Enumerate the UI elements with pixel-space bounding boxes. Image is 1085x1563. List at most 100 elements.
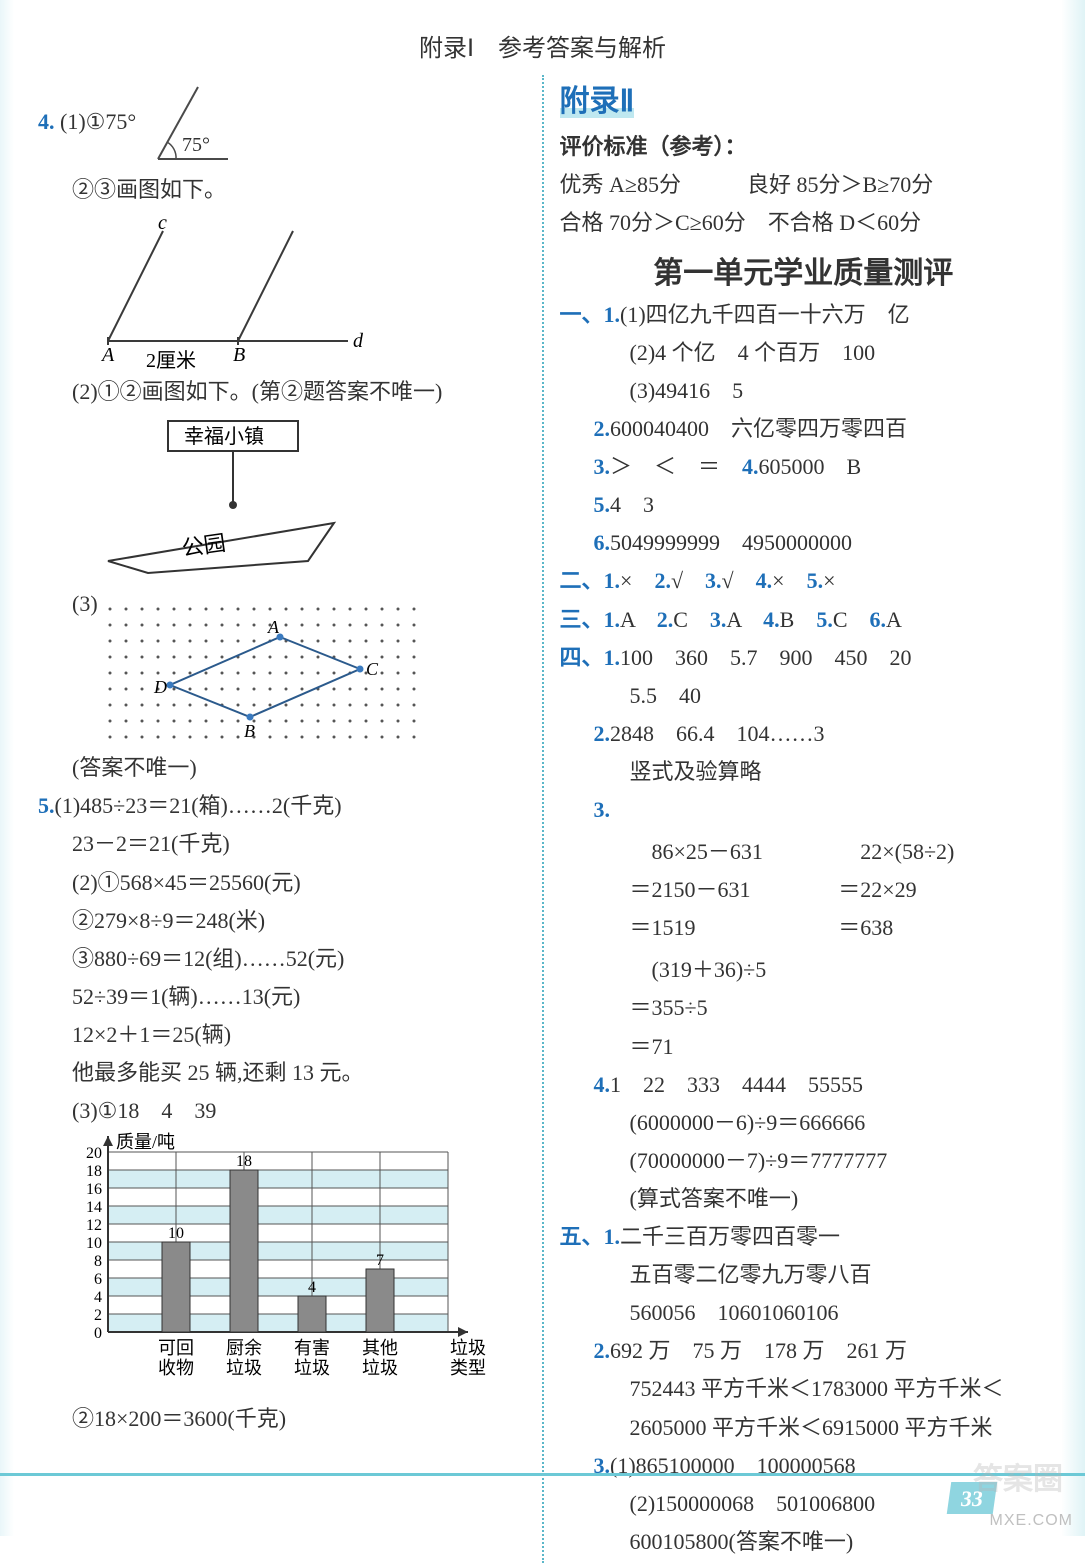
q5-2d: 52÷39＝1(辆)……13(元) bbox=[38, 980, 526, 1014]
s1-l6: 5.4 3 bbox=[560, 488, 1048, 522]
s1-l2: (2)4 个亿 4 个百万 100 bbox=[560, 336, 1048, 370]
q5-2a: (2)①568×45＝25560(元) bbox=[38, 866, 526, 900]
s4-l2: 2.2848 66.4 104……3 bbox=[560, 717, 1048, 751]
q5-3: (3)①18 4 39 bbox=[38, 1094, 526, 1128]
q5-2e: 12×2＋1＝25(辆) bbox=[38, 1018, 526, 1052]
s4-l1b: 5.5 40 bbox=[560, 679, 1048, 713]
svg-text:其他: 其他 bbox=[362, 1338, 398, 1358]
c3a: (319＋36)÷5 bbox=[560, 953, 1048, 987]
svg-text:10: 10 bbox=[168, 1225, 184, 1242]
s1-l3: (3)49416 5 bbox=[560, 374, 1048, 408]
right-column: 附录Ⅱ 评价标准（参考）： 优秀 A≥85分 良好 85分＞B≥70分 合格 7… bbox=[560, 75, 1048, 1563]
svg-text:d: d bbox=[353, 330, 364, 352]
column-divider bbox=[542, 75, 544, 1563]
appendix-title: 附录Ⅱ bbox=[560, 85, 635, 118]
s5-l3c: 600105800(答案不唯一) bbox=[560, 1525, 1048, 1559]
q5-2c: ③880÷69＝12(组)……52(元) bbox=[38, 942, 526, 976]
svg-text:可回: 可回 bbox=[158, 1338, 194, 1358]
svg-text:2厘米: 2厘米 bbox=[146, 349, 196, 371]
svg-text:D: D bbox=[153, 677, 167, 697]
watermark-small: MXE.COM bbox=[990, 1512, 1073, 1530]
svg-text:18: 18 bbox=[86, 1163, 102, 1180]
svg-text:厨余: 厨余 bbox=[226, 1338, 262, 1358]
town-park-figure: 幸福小镇 公园 bbox=[88, 413, 388, 583]
bar-chart: 02468101214161820质量/吨10可回收物18厨余垃圾4有害垃圾7其… bbox=[58, 1132, 526, 1398]
q5-2f: 他最多能买 25 辆,还剩 13 元。 bbox=[38, 1056, 526, 1090]
rhombus-grid-figure: A C B D bbox=[98, 597, 438, 747]
s4-l3: 3. bbox=[560, 793, 1048, 827]
q4-2-text: (2)①②画图如下。(第②题答案不唯一) bbox=[38, 375, 526, 409]
svg-text:18: 18 bbox=[236, 1153, 252, 1170]
svg-text:20: 20 bbox=[86, 1145, 102, 1162]
s4-l4b: (6000000－6)÷9＝666666 bbox=[560, 1106, 1048, 1140]
s1-l7: 6.5049999999 4950000000 bbox=[560, 526, 1048, 560]
angle-75-figure: 75° bbox=[148, 79, 238, 169]
svg-text:B: B bbox=[244, 721, 255, 741]
q4-1-text: (1)①75° bbox=[60, 109, 136, 134]
page-header: 附录Ⅰ 参考答案与解析 bbox=[0, 0, 1085, 75]
svg-text:幸福小镇: 幸福小镇 bbox=[184, 425, 264, 448]
svg-text:10: 10 bbox=[86, 1235, 102, 1252]
angle-label: 75° bbox=[182, 134, 210, 156]
c3c: ＝71 bbox=[560, 1030, 1048, 1064]
svg-text:类型: 类型 bbox=[450, 1358, 486, 1378]
std-row1: 优秀 A≥85分 良好 85分＞B≥70分 bbox=[560, 168, 1048, 202]
s4-l4c: (70000000－7)÷9＝7777777 bbox=[560, 1144, 1048, 1178]
q5-3b: ②18×200＝3600(千克) bbox=[38, 1402, 526, 1436]
s5-l2: 2.692 万 75 万 178 万 261 万 bbox=[560, 1334, 1048, 1368]
svg-text:A: A bbox=[100, 344, 115, 366]
watermark-big: 答案圈 bbox=[973, 1454, 1063, 1498]
svg-text:16: 16 bbox=[86, 1181, 102, 1198]
s1-l4: 2.600040400 六亿零四万零四百 bbox=[560, 412, 1048, 446]
two-columns: 4. (1)①75° 75° ②③画图如下。 A B c d 2厘米 (2)①②… bbox=[0, 75, 1085, 1563]
s4-l2b: 竖式及验算略 bbox=[560, 755, 1048, 789]
c3b: ＝355÷5 bbox=[560, 991, 1048, 1025]
s5-l1c: 560056 10601060106 bbox=[560, 1296, 1048, 1330]
svg-text:8: 8 bbox=[94, 1253, 102, 1270]
svg-text:垃圾: 垃圾 bbox=[294, 1358, 330, 1378]
svg-text:c: c bbox=[158, 212, 167, 234]
bar-chart-svg: 02468101214161820质量/吨10可回收物18厨余垃圾4有害垃圾7其… bbox=[58, 1132, 498, 1392]
s5-l1b: 五百零二亿零九万零八百 bbox=[560, 1258, 1048, 1292]
left-shade bbox=[0, 0, 14, 1536]
std-row2: 合格 70分＞C≥60分 不合格 D＜60分 bbox=[560, 206, 1048, 240]
s5-l2c: 2605000 平方千米＜6915000 平方千米 bbox=[560, 1411, 1048, 1445]
svg-text:4: 4 bbox=[94, 1289, 102, 1306]
q4-1: 4. (1)①75° 75° bbox=[38, 79, 526, 169]
svg-text:C: C bbox=[366, 659, 379, 679]
left-column: 4. (1)①75° 75° ②③画图如下。 A B c d 2厘米 (2)①②… bbox=[38, 75, 526, 1563]
s1-l1: 一、1.(1)四亿九千四百一十六万 亿 bbox=[560, 298, 1048, 332]
s5-l1: 五、1.二千三百万零四百零一 bbox=[560, 1220, 1048, 1254]
svg-text:收物: 收物 bbox=[158, 1358, 194, 1378]
q5-2b: ②279×8÷9＝248(米) bbox=[38, 904, 526, 938]
q4-23-text: ②③画图如下。 bbox=[38, 173, 526, 207]
s4-l4d: (算式答案不唯一) bbox=[560, 1182, 1048, 1216]
svg-text:6: 6 bbox=[94, 1271, 102, 1288]
svg-text:垃圾: 垃圾 bbox=[362, 1358, 398, 1378]
s4-l4: 4.1 22 333 4444 55555 bbox=[560, 1068, 1048, 1102]
svg-text:0: 0 bbox=[94, 1325, 102, 1342]
bottom-border bbox=[0, 1473, 1085, 1476]
segment-angle-figure: A B c d 2厘米 bbox=[68, 211, 388, 371]
svg-text:A: A bbox=[267, 617, 280, 637]
s2: 二、1.× 2.√ 3.√ 4.× 5.× bbox=[560, 564, 1048, 598]
svg-text:垃圾: 垃圾 bbox=[226, 1358, 262, 1378]
s1-l5: 3.＞ ＜ ＝ 4.605000 B bbox=[560, 450, 1048, 484]
svg-text:12: 12 bbox=[86, 1217, 102, 1234]
svg-text:2: 2 bbox=[94, 1307, 102, 1324]
s3: 三、1.A 2.C 3.A 4.B 5.C 6.A bbox=[560, 603, 1048, 637]
calc-row: 86×25－631 ＝2150－631 ＝1519 22×(58÷2) ＝22×… bbox=[560, 831, 1048, 949]
svg-text:14: 14 bbox=[86, 1199, 102, 1216]
svg-text:7: 7 bbox=[376, 1252, 384, 1269]
q5-1b: 23－2＝21(千克) bbox=[38, 827, 526, 861]
q4-num: 4. bbox=[38, 109, 55, 134]
svg-text:4: 4 bbox=[308, 1279, 316, 1296]
std-title: 评价标准（参考）： bbox=[560, 130, 1048, 164]
s4-l1: 四、1.100 360 5.7 900 450 20 bbox=[560, 641, 1048, 675]
right-shade bbox=[1051, 0, 1085, 1536]
svg-text:质量/吨: 质量/吨 bbox=[116, 1132, 175, 1152]
svg-text:B: B bbox=[233, 344, 245, 366]
q5: 5.(1)485÷23＝21(箱)……2(千克) bbox=[38, 789, 526, 823]
s5-l2b: 752443 平方千米＜1783000 平方千米＜ bbox=[560, 1372, 1048, 1406]
unit-title: 第一单元学业质量测评 bbox=[560, 248, 1048, 292]
